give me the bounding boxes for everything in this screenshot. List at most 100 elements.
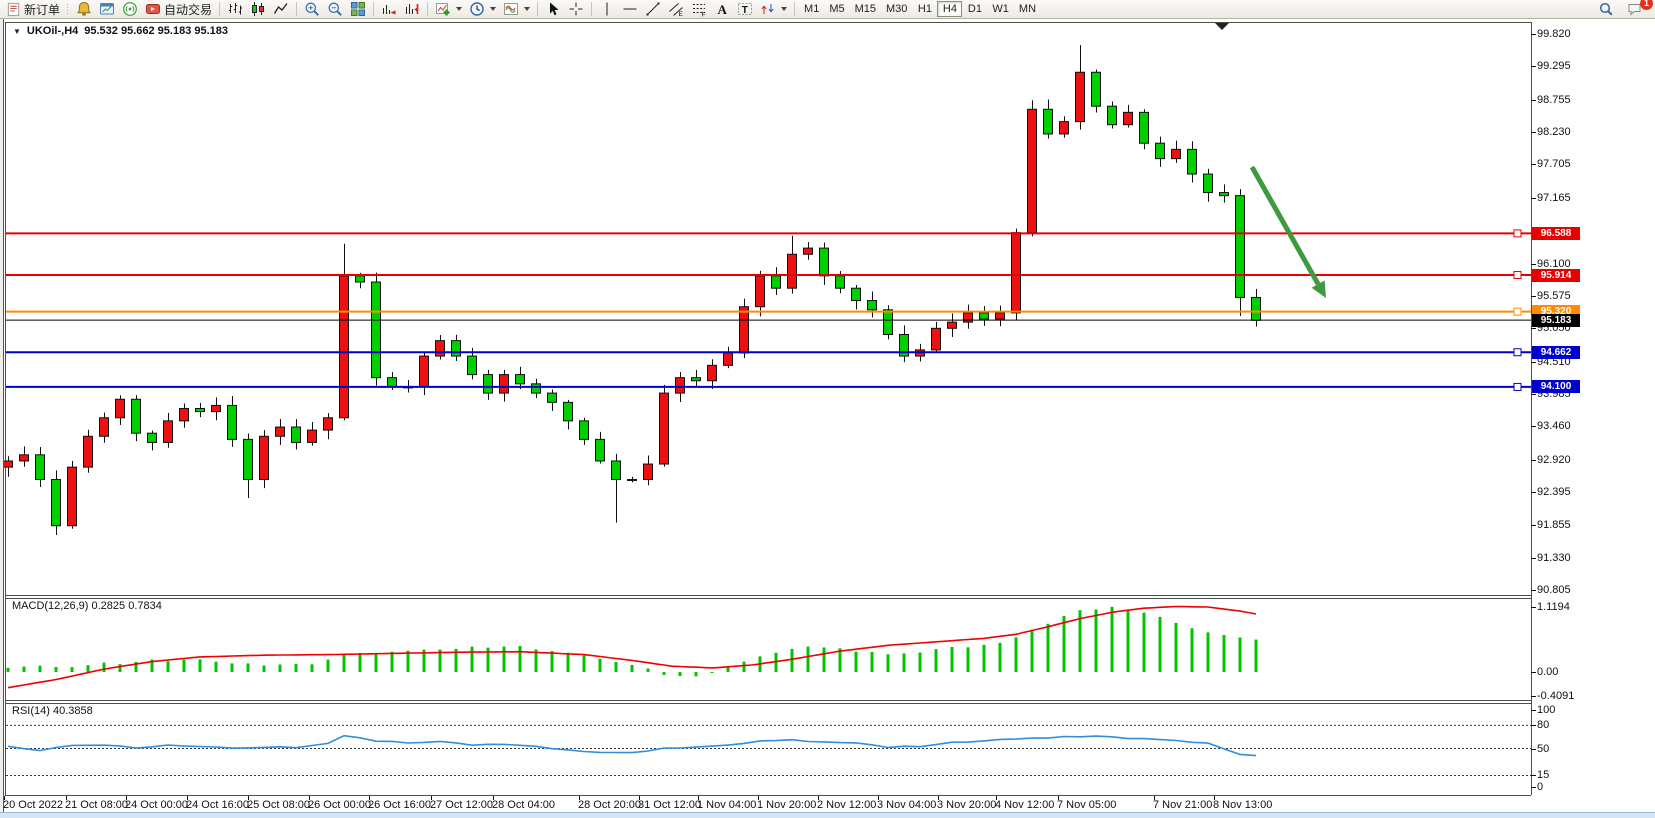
cursor-button[interactable] bbox=[542, 1, 564, 18]
arrows-button[interactable] bbox=[757, 1, 790, 18]
candle bbox=[275, 419, 285, 445]
rsi-tick-label: 0 bbox=[1537, 781, 1544, 793]
level-line-anchor[interactable] bbox=[1513, 307, 1522, 316]
crosshair-button[interactable] bbox=[565, 1, 587, 18]
candlestick-icon bbox=[252, 2, 265, 16]
candle-body bbox=[1235, 195, 1245, 298]
cursor-icon bbox=[550, 2, 559, 16]
macd-histogram-bar bbox=[534, 649, 538, 672]
zoom-out-button[interactable] bbox=[324, 1, 346, 18]
alerts-button[interactable] bbox=[73, 1, 95, 18]
tile-windows-icon bbox=[351, 2, 366, 16]
level-price-label: 95.914 bbox=[1532, 268, 1580, 282]
new-order-button[interactable]: 新订单 bbox=[3, 1, 63, 18]
rsi-line bbox=[7, 734, 1257, 757]
candle bbox=[707, 359, 717, 390]
window-left-edge bbox=[0, 19, 4, 812]
candle-body bbox=[515, 374, 525, 385]
level-line-anchor[interactable] bbox=[1513, 348, 1522, 357]
trendline-button[interactable] bbox=[642, 1, 664, 18]
candle-body bbox=[1107, 105, 1117, 126]
macd-histogram-bar bbox=[934, 649, 938, 672]
candlestick-chart-button[interactable] bbox=[247, 1, 269, 18]
macd-histogram-bar bbox=[38, 665, 42, 672]
text-button[interactable]: A bbox=[711, 1, 733, 18]
timeframe-button-M5[interactable]: M5 bbox=[829, 3, 845, 15]
candle-body bbox=[499, 374, 509, 394]
timeframe-button-H1[interactable]: H1 bbox=[917, 3, 932, 15]
zoom-in-button[interactable] bbox=[301, 1, 323, 18]
candle bbox=[627, 476, 637, 483]
candle-body bbox=[99, 417, 109, 437]
candle bbox=[99, 412, 109, 443]
dropdown-caret[interactable] bbox=[781, 7, 788, 11]
timeframe-button-M1[interactable]: M1 bbox=[804, 3, 820, 15]
notifications-button[interactable]: 1 bbox=[1623, 0, 1653, 18]
macd-histogram-bar bbox=[390, 651, 394, 672]
toolbar-separator bbox=[537, 2, 539, 16]
rsi-tick-label: 80 bbox=[1537, 719, 1550, 732]
rsi-tick-mark bbox=[1531, 710, 1536, 711]
timeframe-button-M30[interactable]: M30 bbox=[886, 3, 908, 15]
templates-button[interactable] bbox=[500, 1, 533, 18]
time-tick-mark bbox=[1214, 796, 1215, 800]
candle bbox=[851, 285, 861, 310]
candle bbox=[515, 366, 525, 390]
macd-histogram-bar bbox=[166, 661, 170, 672]
macd-histogram-bar bbox=[102, 662, 106, 672]
timeframe-button-W1[interactable]: W1 bbox=[992, 3, 1009, 15]
candle-body bbox=[563, 401, 573, 422]
timeframe-button-M15[interactable]: M15 bbox=[854, 3, 876, 15]
time-tick-label: 1 Nov 20:00 bbox=[757, 799, 817, 811]
dropdown-caret[interactable] bbox=[524, 7, 531, 11]
chart-shift-button[interactable] bbox=[401, 1, 423, 18]
vertical-line-button[interactable] bbox=[596, 1, 618, 18]
time-tick-mark bbox=[1154, 796, 1155, 800]
candle bbox=[1251, 288, 1261, 327]
macd-histogram-bar bbox=[182, 659, 186, 672]
auto-scroll-button[interactable] bbox=[378, 1, 400, 18]
time-tick-mark bbox=[579, 796, 580, 800]
line-chart-button[interactable] bbox=[270, 1, 292, 18]
price-tick-mark bbox=[1531, 525, 1536, 527]
candle bbox=[1139, 109, 1149, 150]
level-line-anchor[interactable] bbox=[1513, 382, 1522, 391]
level-line-anchor[interactable] bbox=[1513, 229, 1522, 238]
timeframe-button-H4[interactable]: H4 bbox=[937, 1, 963, 17]
trend-arrow-head[interactable] bbox=[1311, 280, 1326, 298]
equidistant-channel-button[interactable]: E bbox=[665, 1, 687, 18]
candle-body bbox=[691, 377, 701, 382]
price-tick-label: 96.100 bbox=[1537, 257, 1571, 270]
timeframe-button-MN[interactable]: MN bbox=[1018, 3, 1037, 15]
bar-chart-button[interactable] bbox=[224, 1, 246, 18]
chart-shift-marker[interactable] bbox=[1215, 23, 1229, 30]
price-tick-mark bbox=[1531, 590, 1536, 592]
dropdown-caret[interactable] bbox=[490, 7, 497, 11]
trend-arrow-annotation[interactable] bbox=[1249, 165, 1321, 286]
search-button[interactable] bbox=[1595, 1, 1617, 18]
fibonacci-button[interactable]: F bbox=[688, 1, 710, 18]
add-indicator-button[interactable] bbox=[432, 1, 465, 18]
candle-body bbox=[1123, 111, 1133, 126]
symbol-dropdown-icon[interactable]: ▼ bbox=[13, 26, 21, 36]
horizontal-line-button[interactable] bbox=[619, 1, 641, 18]
candle-body bbox=[1251, 296, 1261, 321]
chart-title: ▼ UKOil-,H4 95.532 95.662 95.183 95.183 bbox=[13, 25, 228, 37]
svg-text:F: F bbox=[702, 12, 706, 18]
candle-body bbox=[371, 281, 381, 379]
text-label-button[interactable]: T bbox=[734, 1, 756, 18]
candle bbox=[19, 446, 29, 467]
dropdown-caret[interactable] bbox=[456, 7, 463, 11]
timeframe-button-D1[interactable]: D1 bbox=[967, 3, 982, 15]
signal-button[interactable] bbox=[119, 1, 141, 18]
candle bbox=[547, 389, 557, 411]
periods-button[interactable] bbox=[466, 1, 499, 18]
autotrading-icon bbox=[146, 4, 161, 14]
autotrading-button[interactable]: 自动交易 bbox=[142, 1, 215, 18]
price-tick-mark bbox=[1531, 328, 1536, 330]
tile-windows-button[interactable] bbox=[347, 1, 369, 18]
level-line-anchor[interactable] bbox=[1513, 271, 1522, 280]
chart-window-button[interactable] bbox=[96, 1, 118, 18]
candle bbox=[739, 298, 749, 359]
